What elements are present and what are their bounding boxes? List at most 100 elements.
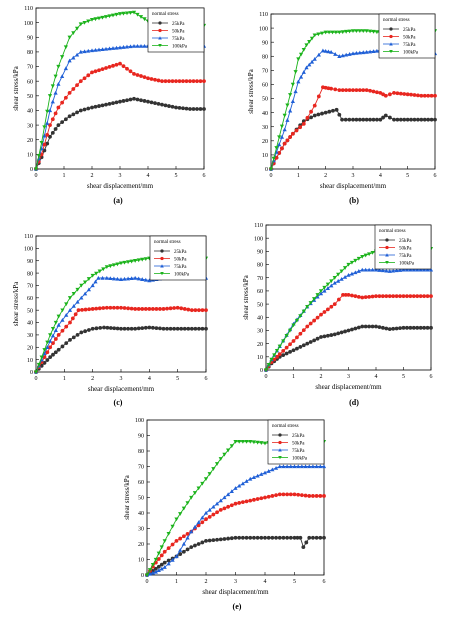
data-point bbox=[222, 495, 227, 500]
data-point bbox=[368, 117, 372, 122]
data-point bbox=[211, 467, 216, 471]
data-point bbox=[174, 554, 179, 559]
y-tick-label: 60 bbox=[138, 480, 144, 486]
data-point bbox=[53, 320, 58, 325]
y-tick-label: 80 bbox=[138, 449, 144, 455]
data-point bbox=[42, 361, 47, 365]
data-point bbox=[196, 523, 201, 528]
data-point bbox=[33, 167, 39, 172]
data-point bbox=[50, 131, 55, 135]
data-point bbox=[375, 90, 379, 95]
data-point bbox=[419, 117, 424, 122]
data-point bbox=[418, 325, 423, 330]
series-75kPa bbox=[268, 48, 438, 171]
panel-label: (e) bbox=[233, 602, 242, 611]
data-point bbox=[108, 305, 113, 310]
data-point bbox=[394, 294, 399, 299]
data-point bbox=[255, 440, 260, 445]
data-point bbox=[71, 335, 76, 340]
data-point bbox=[309, 59, 315, 64]
data-point bbox=[398, 117, 403, 122]
data-point bbox=[380, 325, 385, 330]
data-point bbox=[50, 84, 55, 89]
data-point bbox=[301, 48, 306, 52]
data-point bbox=[244, 499, 249, 504]
data-point bbox=[332, 302, 337, 306]
data-point bbox=[323, 30, 328, 35]
y-tick-label: 0 bbox=[260, 368, 263, 374]
data-point bbox=[132, 71, 136, 76]
data-point bbox=[115, 276, 120, 281]
data-point bbox=[142, 99, 147, 103]
legend-entry: 50kPa bbox=[292, 442, 305, 447]
data-point bbox=[111, 101, 115, 106]
legend-title: normal stress bbox=[272, 424, 299, 429]
data-point bbox=[292, 492, 297, 497]
legend-entry: 25kPa bbox=[399, 239, 412, 244]
data-point bbox=[342, 274, 348, 279]
data-point bbox=[172, 326, 177, 331]
data-point bbox=[340, 88, 345, 92]
x-tick-label: 5 bbox=[402, 374, 405, 380]
data-point bbox=[395, 117, 400, 122]
data-point bbox=[60, 74, 65, 78]
data-point bbox=[387, 294, 392, 299]
data-point bbox=[347, 52, 352, 56]
data-point bbox=[323, 110, 328, 115]
data-point bbox=[367, 324, 372, 329]
data-point bbox=[281, 535, 286, 540]
data-point bbox=[266, 469, 271, 473]
panel-label: (c) bbox=[114, 398, 123, 407]
data-point bbox=[68, 337, 72, 342]
data-point bbox=[215, 537, 219, 542]
data-point bbox=[381, 115, 385, 120]
data-point bbox=[291, 339, 296, 343]
data-point bbox=[314, 494, 319, 498]
data-point bbox=[244, 535, 249, 540]
data-point bbox=[237, 483, 242, 488]
data-point bbox=[277, 352, 282, 357]
data-point bbox=[128, 11, 133, 15]
data-point bbox=[422, 267, 427, 272]
data-point bbox=[64, 313, 69, 317]
legend-marker bbox=[389, 42, 393, 46]
data-point bbox=[240, 535, 245, 540]
data-point bbox=[166, 546, 171, 551]
y-tick-label: 80 bbox=[27, 271, 33, 277]
data-point bbox=[269, 357, 274, 362]
y-axis-label: shear stress/kPa bbox=[12, 281, 20, 326]
data-point bbox=[429, 117, 434, 122]
data-point bbox=[291, 323, 296, 328]
data-point bbox=[288, 349, 292, 354]
y-tick-label: 0 bbox=[30, 370, 33, 376]
data-point bbox=[153, 101, 157, 106]
data-point bbox=[207, 538, 212, 543]
data-point bbox=[305, 341, 310, 346]
data-point bbox=[53, 90, 58, 95]
data-point bbox=[86, 19, 91, 24]
data-point bbox=[233, 440, 238, 444]
data-point bbox=[329, 283, 334, 288]
data-point bbox=[408, 325, 413, 330]
data-point bbox=[45, 358, 50, 362]
data-point bbox=[312, 297, 317, 301]
data-point bbox=[86, 328, 91, 332]
series-50kPa bbox=[269, 85, 437, 171]
data-point bbox=[229, 489, 234, 493]
data-point bbox=[329, 279, 334, 284]
data-point bbox=[94, 271, 99, 276]
data-point bbox=[168, 306, 173, 311]
data-point bbox=[78, 79, 83, 84]
legend-entry: 75kPa bbox=[292, 449, 305, 454]
data-point bbox=[316, 94, 321, 99]
data-point bbox=[93, 104, 98, 109]
y-tick-label: 10 bbox=[257, 355, 263, 361]
data-point bbox=[391, 326, 396, 331]
data-point bbox=[343, 329, 347, 334]
data-point bbox=[270, 467, 275, 472]
data-point bbox=[367, 267, 372, 272]
data-point bbox=[73, 312, 78, 317]
data-point bbox=[285, 118, 290, 122]
data-point bbox=[351, 88, 355, 92]
data-point bbox=[90, 70, 94, 75]
